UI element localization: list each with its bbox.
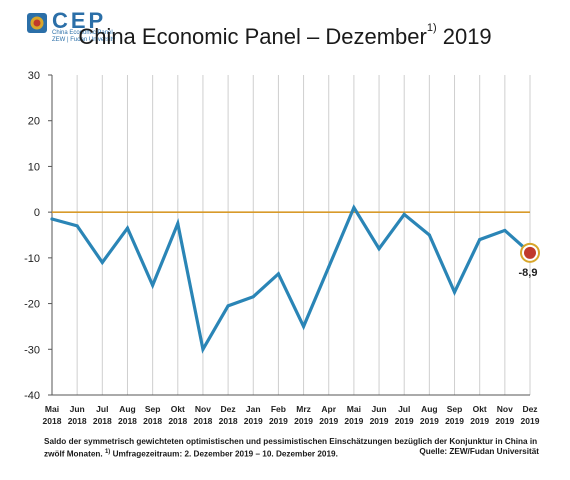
x-tick-label-month: Apr: [321, 404, 336, 414]
data-point: [75, 224, 79, 228]
x-tick-label-year: 2018: [143, 416, 162, 426]
x-tick-label-month: Sep: [447, 404, 463, 414]
x-tick-label-month: Jul: [398, 404, 410, 414]
x-tick-label-year: 2019: [395, 416, 414, 426]
x-tick-label-month: Dez: [522, 404, 537, 414]
x-tick-label-year: 2018: [43, 416, 62, 426]
footnote-mark: 1): [104, 449, 111, 455]
x-tick-label-month: Feb: [271, 404, 286, 414]
y-tick-label: -30: [24, 344, 40, 356]
x-tick-label-year: 2019: [370, 416, 389, 426]
x-tick-label-year: 2019: [344, 416, 363, 426]
footnote-text: Saldo der symmetrisch gewichteten optimi…: [44, 437, 538, 459]
source-note: Quelle: ZEW/Fudan Universität: [419, 447, 539, 456]
footnote: Saldo der symmetrisch gewichteten optimi…: [44, 436, 544, 460]
logo-line2: ZEW | Fudan University: [52, 37, 116, 43]
data-point: [276, 272, 280, 276]
x-tick-label-month: Aug: [421, 404, 438, 414]
x-tick-label-month: Nov: [195, 404, 211, 414]
x-tick-label-year: 2018: [93, 416, 112, 426]
data-point: [402, 212, 406, 216]
x-tick-label-year: 2019: [470, 416, 489, 426]
x-tick-label-year: 2018: [193, 416, 212, 426]
data-point: [100, 260, 104, 264]
data-point: [151, 283, 155, 287]
x-tick-label-month: Mai: [45, 404, 59, 414]
logo-line1: China Economic Panel: [52, 30, 113, 36]
x-tick-label-year: 2018: [118, 416, 137, 426]
x-tick-label-year: 2019: [319, 416, 338, 426]
data-point: [201, 347, 205, 351]
x-tick-label-month: Aug: [119, 404, 136, 414]
title-year: 2019: [436, 24, 492, 49]
x-tick-label-year: 2018: [68, 416, 87, 426]
x-tick-label-year: 2018: [168, 416, 187, 426]
x-tick-label-year: 2019: [244, 416, 263, 426]
x-tick-label-month: Okt: [171, 404, 185, 414]
logo-name: CEP: [52, 8, 107, 33]
y-tick-label: 10: [28, 161, 40, 173]
x-tick-label-month: Sep: [145, 404, 161, 414]
data-point: [503, 228, 507, 232]
x-tick-label-month: Mrz: [296, 404, 311, 414]
data-point: [327, 265, 331, 269]
x-tick-label-month: Jun: [371, 404, 386, 414]
y-tick-label: -40: [24, 390, 40, 402]
y-tick-label: -20: [24, 299, 40, 311]
data-point: [125, 226, 129, 230]
y-tick-label: -10: [24, 253, 40, 265]
chart-title: China Economic Panel – Dezember1) 2019: [0, 22, 570, 50]
x-tick-label-month: Nov: [497, 404, 513, 414]
x-tick-label-year: 2019: [269, 416, 288, 426]
x-tick-label-year: 2018: [219, 416, 238, 426]
x-tick-label-month: Jul: [96, 404, 108, 414]
title-footnote-mark: 1): [426, 22, 437, 34]
line-chart: 30 20 10 0 -10 -20 -30 -40 Mai 2018 Jun 2018 Jul 2018…: [24, 70, 540, 426]
data-point: [50, 217, 54, 221]
data-point: [251, 295, 255, 299]
x-tick-label-year: 2019: [294, 416, 313, 426]
y-tick-label: 20: [28, 116, 40, 128]
data-point: [478, 238, 482, 242]
cep-logo: CEP China Economic Panel ZEW | Fudan Uni…: [26, 8, 126, 46]
x-tick-label-year: 2019: [420, 416, 439, 426]
title-main: China Economic Panel – Dezember: [78, 24, 427, 49]
last-point-marker-core: [524, 246, 536, 259]
data-point: [302, 324, 306, 328]
x-tick-label-year: 2019: [521, 416, 540, 426]
data-point: [377, 247, 381, 251]
series-line: [50, 204, 532, 354]
data-point: [176, 222, 180, 226]
x-tick-label-month: Okt: [473, 404, 487, 414]
x-tick-label-month: Jan: [246, 404, 261, 414]
x-tick-label-month: Mai: [347, 404, 361, 414]
cep-logo-mark-icon: [27, 13, 47, 33]
footnote-text2: Umfragezeitraum: 2. Dezember 2019 – 10. …: [110, 449, 338, 459]
last-value-label: -8,9: [519, 267, 538, 279]
x-tick-label-month: Dez: [221, 404, 236, 414]
logo-subtitle: China Economic Panel ZEW | Fudan Univers…: [52, 30, 115, 44]
data-point: [352, 206, 356, 210]
data-point: [226, 304, 230, 308]
data-point: [453, 290, 457, 294]
x-tick-label-year: 2019: [495, 416, 514, 426]
y-tick-label: 0: [34, 207, 40, 219]
x-tick-label-month: Jun: [70, 404, 85, 414]
x-tick-label-year: 2019: [445, 416, 464, 426]
data-point: [427, 233, 431, 237]
y-tick-label: 30: [28, 70, 40, 82]
